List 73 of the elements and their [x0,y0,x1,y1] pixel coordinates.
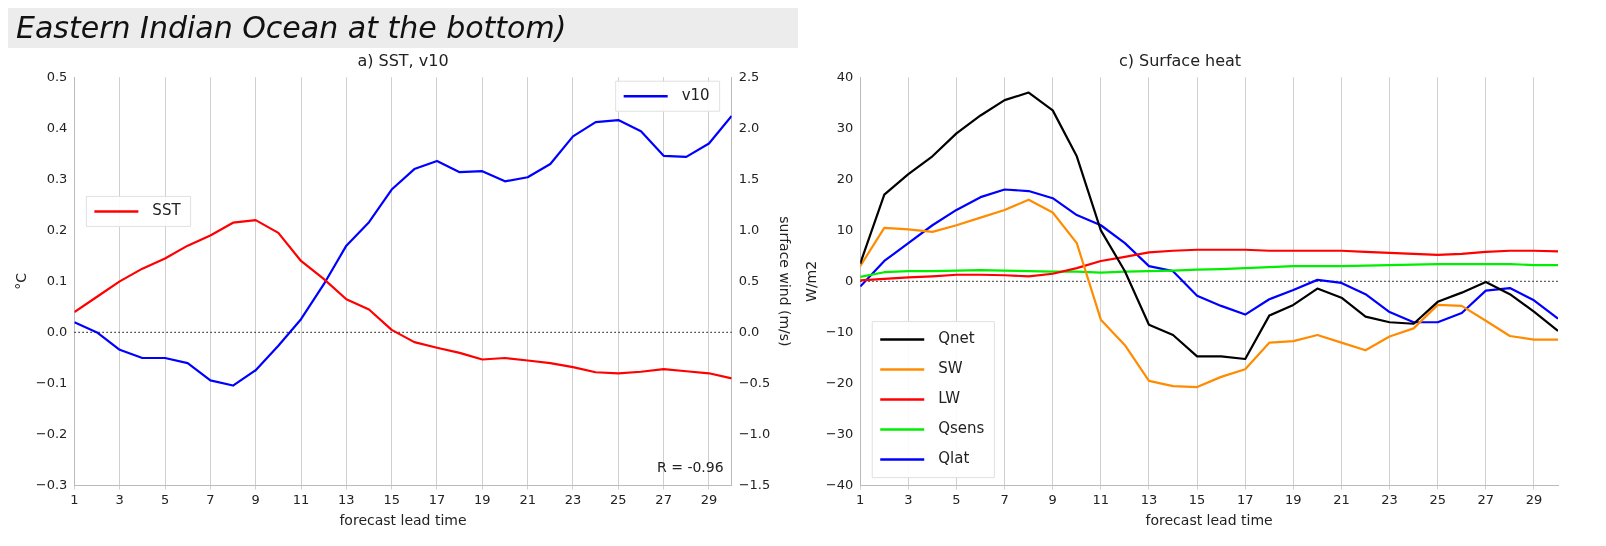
legend-label: LW [938,389,961,408]
x-tick-label: 15 [383,491,400,507]
x-tick-label: 29 [700,491,718,507]
x-tick-label: 21 [1333,491,1350,507]
x-tick-label: 11 [292,491,310,507]
y-tick-label: −30 [825,425,854,441]
y2-tick-label: 1.0 [738,221,760,237]
chart-title: a) SST, v10 [357,50,449,70]
x-axis-title: forecast lead time [1145,512,1273,529]
x-tick-label: 5 [952,491,961,507]
x-tick-label: 3 [115,491,124,507]
x-tick-label: 7 [1000,491,1009,507]
x-tick-label: 27 [655,491,672,507]
x-tick-label: 25 [610,491,627,507]
y-tick-label: 0.3 [46,170,68,186]
x-tick-label: 5 [160,491,170,507]
y2-tick-label: −1.0 [738,425,771,441]
y2-tick-label: 0.0 [738,323,760,339]
y-tick-label: −20 [825,374,854,390]
x-tick-label: 1 [856,491,865,507]
y-axis-title: W/m2 [803,260,820,302]
x-tick-label: 25 [1429,491,1446,507]
legend-label: SW [938,359,963,378]
y2-tick-label: 1.5 [738,170,760,186]
x-tick-label: 11 [1092,491,1110,507]
y-tick-label: 0.4 [46,119,68,135]
legend-label: SST [152,201,182,220]
legend-label: v10 [681,86,710,105]
x-tick-label: 3 [904,491,913,507]
y-tick-label: 30 [836,119,854,135]
legend-label: Qsens [938,419,985,438]
x-tick-label: 29 [1525,491,1543,507]
y-tick-label: 0.1 [46,272,68,288]
x-tick-label: 9 [1048,491,1057,507]
y2-tick-label: 2.0 [738,119,760,135]
chart-title: c) Surface heat [1118,50,1242,70]
y2-tick-label: 2.5 [738,68,760,84]
x-tick-label: 21 [519,491,536,507]
y-axis-title: °C [13,272,30,290]
y2-tick-label: 0.5 [738,272,760,288]
chart-subtitle: Eastern Indian Ocean at the bottom) [8,8,798,48]
x-tick-label: 13 [338,491,355,507]
x-axis-title: forecast lead time [339,512,467,529]
x-tick-label: 17 [1236,491,1254,507]
y-tick-label: 0 [844,272,854,288]
x-tick-label: 7 [206,491,215,507]
x-tick-label: 19 [474,491,491,507]
x-tick-label: 9 [251,491,260,507]
y-tick-label: 20 [836,170,854,186]
x-tick-label: 27 [1477,491,1495,507]
y-tick-label: 0.0 [46,323,68,339]
y-tick-label: −10 [825,323,854,339]
x-tick-label: 13 [1140,491,1158,507]
x-tick-label: 17 [428,491,446,507]
y-tick-label: −0.3 [35,476,68,492]
y2-tick-label: −1.5 [738,476,771,492]
x-tick-label: 1 [70,491,79,507]
y-tick-label: 10 [836,221,854,237]
x-tick-label: 23 [1381,491,1398,507]
y-tick-label: 0.2 [46,221,68,237]
y-tick-label: 40 [836,68,854,84]
legend-label: Qlat [938,449,970,468]
annotation: R = -0.96 [657,459,724,476]
y2-tick-label: −0.5 [738,374,771,390]
x-tick-label: 19 [1285,491,1302,507]
y-tick-label: −0.2 [35,425,68,441]
x-tick-label: 15 [1188,491,1206,507]
y-tick-label: −40 [825,476,854,492]
y-tick-label: 0.5 [46,68,68,84]
legend-label: Qnet [938,329,975,348]
x-tick-label: 23 [564,491,582,507]
y-tick-label: −0.1 [35,374,68,390]
y2-axis-title: surface wind (m/s) [776,216,793,347]
